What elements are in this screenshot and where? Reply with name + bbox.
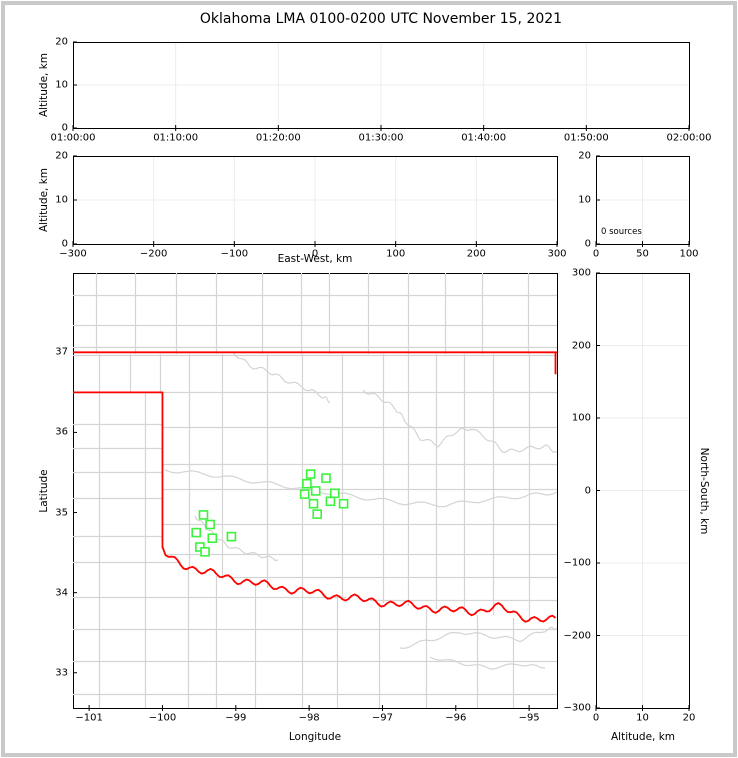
plot-path (232, 351, 331, 403)
tick-label: −200 (563, 630, 591, 641)
tick-label: 50 (636, 248, 649, 260)
tick-label: −300 (563, 702, 591, 714)
figure-title: Oklahoma LMA 0100-0200 UTC November 15, … (199, 11, 563, 27)
tick-label: 20 (55, 150, 68, 162)
ylabel-eastwest-height: Altitude, km (38, 167, 50, 233)
tick-label: −100 (220, 248, 249, 260)
tick-label: 100 (386, 248, 406, 260)
tick-label: 0 (584, 238, 591, 250)
plot-path (429, 656, 546, 670)
station-marker-icon (312, 509, 323, 519)
plot-path (161, 546, 557, 623)
tick-label: 100 (571, 412, 591, 424)
tick-label: −300 (59, 248, 87, 260)
tick-label: −96 (445, 712, 467, 724)
tick-label: 300 (547, 248, 567, 260)
plot-path (164, 469, 557, 508)
tick-label: 10 (578, 194, 591, 206)
station-marker-icon (329, 488, 340, 499)
tick-label: 36 (55, 426, 68, 438)
station-marker-icon (200, 546, 210, 557)
station-marker-icon (207, 533, 218, 544)
tick-label: 0 (61, 122, 68, 134)
tick-label: 01:10:00 (153, 132, 199, 144)
station-marker-icon (191, 527, 201, 538)
station-marker-icon (325, 496, 336, 507)
plot-path (362, 389, 557, 454)
tick-label: −200 (139, 248, 168, 260)
tick-label: 200 (466, 248, 486, 260)
tick-label: −98 (298, 712, 320, 724)
station-marker-icon (205, 519, 215, 530)
tick-label: −99 (225, 712, 247, 724)
ylabel-northsouth: North-South, km (698, 447, 710, 535)
station-marker-icon (305, 469, 316, 479)
ylabel-time-height: Altitude, km (38, 52, 50, 118)
tick-label: −100 (563, 557, 591, 569)
tick-label: 300 (571, 267, 591, 279)
tick-label: 0 (584, 485, 591, 496)
source-count-annotation: 0 sources (601, 227, 642, 237)
tick-label: −97 (371, 712, 394, 724)
tick-label: 10 (636, 712, 649, 724)
ylabel-map: Latitude (38, 469, 50, 513)
tick-label: 01:00:00 (50, 132, 96, 144)
station-marker-icon (299, 489, 310, 499)
tick-label: 10 (55, 79, 68, 91)
tick-label: 10 (55, 194, 68, 206)
tick-label: 01:20:00 (255, 132, 301, 144)
tick-label: 0 (61, 238, 68, 250)
tick-label: 0 (592, 712, 600, 724)
tick-label: −95 (518, 712, 540, 724)
station-marker-icon (302, 478, 312, 489)
tick-label: 0 (311, 248, 319, 260)
tick-label: 37 (55, 346, 68, 358)
xlabel-eastwest-height: East-West, km (277, 253, 353, 265)
plot-path (399, 626, 557, 649)
tick-label: 01:40:00 (461, 132, 507, 144)
station-marker-icon (310, 486, 321, 496)
station-marker-icon (321, 473, 331, 483)
tick-label: 100 (679, 248, 699, 260)
tick-label: 01:50:00 (563, 132, 609, 144)
tick-label: −101 (75, 712, 103, 724)
tick-label: 02:00:00 (666, 132, 712, 144)
tick-label: −100 (148, 712, 177, 724)
tick-label: 20 (578, 150, 591, 162)
xlabel-map: Longitude (288, 731, 342, 743)
tick-label: 0 (592, 248, 600, 260)
xlabel-altitude: Altitude, km (610, 731, 676, 743)
tick-label: 34 (55, 587, 68, 599)
plot-path (194, 515, 279, 562)
station-marker-icon (308, 498, 319, 509)
tick-label: 20 (55, 36, 68, 48)
tick-label: 20 (682, 712, 696, 724)
station-marker-icon (198, 510, 209, 520)
tick-label: 35 (55, 507, 68, 519)
tick-label: 33 (55, 667, 68, 679)
station-marker-icon (338, 498, 349, 509)
station-marker-icon (226, 531, 237, 542)
tick-label: 01:30:00 (358, 132, 404, 144)
tick-label: 200 (571, 340, 591, 351)
plot-path (73, 391, 164, 548)
